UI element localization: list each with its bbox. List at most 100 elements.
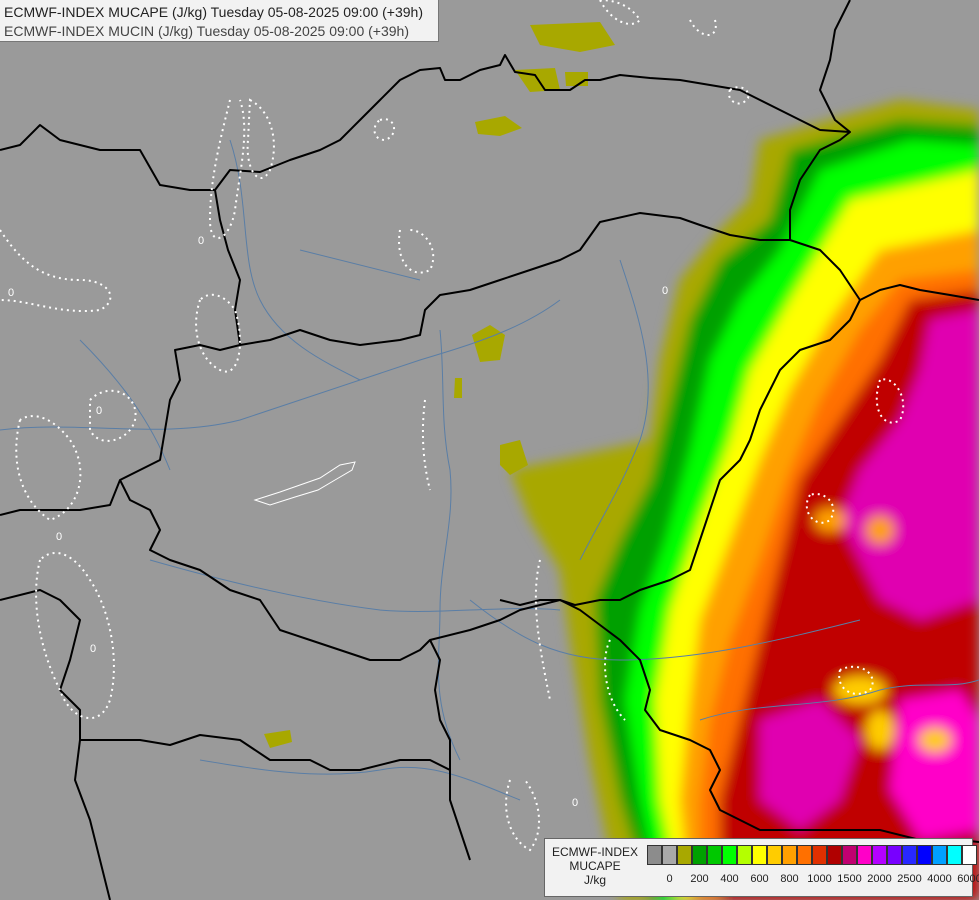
- legend-swatch: [752, 845, 767, 865]
- mucape-small-patches: [264, 22, 615, 748]
- mucin-contour: [689, 19, 717, 36]
- legend-param: MUCAPE: [569, 859, 621, 873]
- cape-orange-spot: [866, 516, 894, 544]
- river: [299, 249, 421, 281]
- mucin-contour: [373, 118, 395, 142]
- mucin-contour: [89, 389, 137, 442]
- mucin-contour: [599, 0, 642, 25]
- color-legend: ECMWF-INDEX MUCAPE J/kg 0 200 400 600 800 100…: [544, 838, 979, 897]
- legend-swatch: [782, 845, 797, 865]
- legend-tick-label: 800: [780, 873, 799, 885]
- border: [429, 639, 451, 770]
- legend-swatch: [827, 845, 842, 865]
- river: [579, 259, 649, 561]
- legend-tick-label: 1500: [837, 873, 862, 885]
- legend-swatch: [662, 845, 677, 865]
- mucin-contour: [0, 229, 112, 312]
- mucin-contour: [208, 99, 246, 240]
- legend-swatch: [647, 845, 662, 865]
- cape-yellow-spot: [919, 728, 951, 752]
- border: [119, 479, 561, 661]
- mucin-label: 0: [96, 405, 102, 417]
- legend-tick-label: 6000: [957, 873, 979, 885]
- legend-tick-label: 1000: [807, 873, 832, 885]
- legend-model: ECMWF-INDEX: [552, 845, 638, 859]
- mucin-contour: [421, 399, 431, 491]
- legend-swatch: [707, 845, 722, 865]
- border: [74, 739, 111, 900]
- mucin-title: ECMWF-INDEX MUCIN (J/kg) Tuesday 05-08-2…: [4, 23, 409, 39]
- olive-patch: [475, 116, 522, 136]
- legend-swatch: [677, 845, 692, 865]
- cape-yellow-spot: [834, 676, 886, 704]
- river: [79, 339, 171, 471]
- river: [149, 559, 561, 612]
- lake-balaton: [253, 461, 356, 506]
- legend-swatch: [692, 845, 707, 865]
- border: [789, 0, 851, 240]
- legend-tick-label: 600: [750, 873, 769, 885]
- mucin-contour: [534, 559, 551, 701]
- legend-swatch: [857, 845, 872, 865]
- border: [499, 299, 861, 606]
- legend-swatch: [887, 845, 902, 865]
- olive-patch: [454, 378, 462, 398]
- river: [0, 299, 561, 431]
- cape-orange-spot: [814, 508, 846, 532]
- border: [0, 344, 241, 516]
- mucin-label: 0: [198, 235, 204, 247]
- river: [199, 759, 521, 801]
- river: [437, 329, 461, 761]
- mucin-contour: [505, 779, 541, 852]
- legend-tick-labels: 0 200 400 600 800 1000 1500 2000 2500 4000 6000: [647, 873, 979, 889]
- mucin-contour: [246, 98, 275, 179]
- mucin-contours: [0, 0, 905, 852]
- mucape-shading: [510, 100, 979, 900]
- rivers: [0, 139, 979, 801]
- mucin-label: 0: [90, 643, 96, 655]
- mucin-contour: [15, 415, 82, 522]
- legend-unit: J/kg: [583, 873, 606, 887]
- legend-swatch: [767, 845, 782, 865]
- legend-swatch: [902, 845, 917, 865]
- mucin-label: 0: [56, 531, 62, 543]
- legend-color-swatches: [647, 845, 977, 865]
- legend-swatch: [872, 845, 887, 865]
- legend-swatch: [812, 845, 827, 865]
- olive-patch: [530, 22, 615, 52]
- river: [229, 139, 361, 381]
- legend-swatch: [917, 845, 932, 865]
- mucin-label: 0: [8, 287, 14, 299]
- legend-swatch: [722, 845, 737, 865]
- mucin-label: 0: [662, 285, 668, 297]
- map-title-box: ECMWF-INDEX MUCAPE (J/kg) Tuesday 05-08-…: [0, 0, 439, 42]
- olive-patch: [264, 730, 292, 748]
- legend-tick-label: 0: [666, 873, 673, 885]
- olive-patch: [500, 440, 528, 475]
- border: [0, 589, 471, 861]
- legend-swatch: [797, 845, 812, 865]
- cape-yellow-spot: [866, 710, 894, 750]
- legend-swatch: [932, 845, 947, 865]
- legend-tick-label: 400: [720, 873, 739, 885]
- legend-labels: ECMWF-INDEX MUCAPE J/kg: [545, 845, 645, 887]
- olive-patch: [565, 72, 588, 86]
- legend-tick-label: 4000: [927, 873, 952, 885]
- legend-tick-label: 2000: [867, 873, 892, 885]
- mucin-label: 0: [572, 797, 578, 809]
- river: [469, 599, 861, 661]
- legend-tick-label: 200: [690, 873, 709, 885]
- border: [559, 599, 979, 843]
- legend-swatch: [962, 845, 977, 865]
- legend-swatch: [842, 845, 857, 865]
- border: [214, 189, 979, 346]
- legend-tick-label: 2500: [897, 873, 922, 885]
- mucape-title: ECMWF-INDEX MUCAPE (J/kg) Tuesday 05-08-…: [4, 4, 423, 20]
- river: [699, 679, 979, 721]
- cape-magenta-core-south: [760, 700, 860, 830]
- legend-swatch: [947, 845, 962, 865]
- cape-magenta-core-east: [890, 690, 979, 840]
